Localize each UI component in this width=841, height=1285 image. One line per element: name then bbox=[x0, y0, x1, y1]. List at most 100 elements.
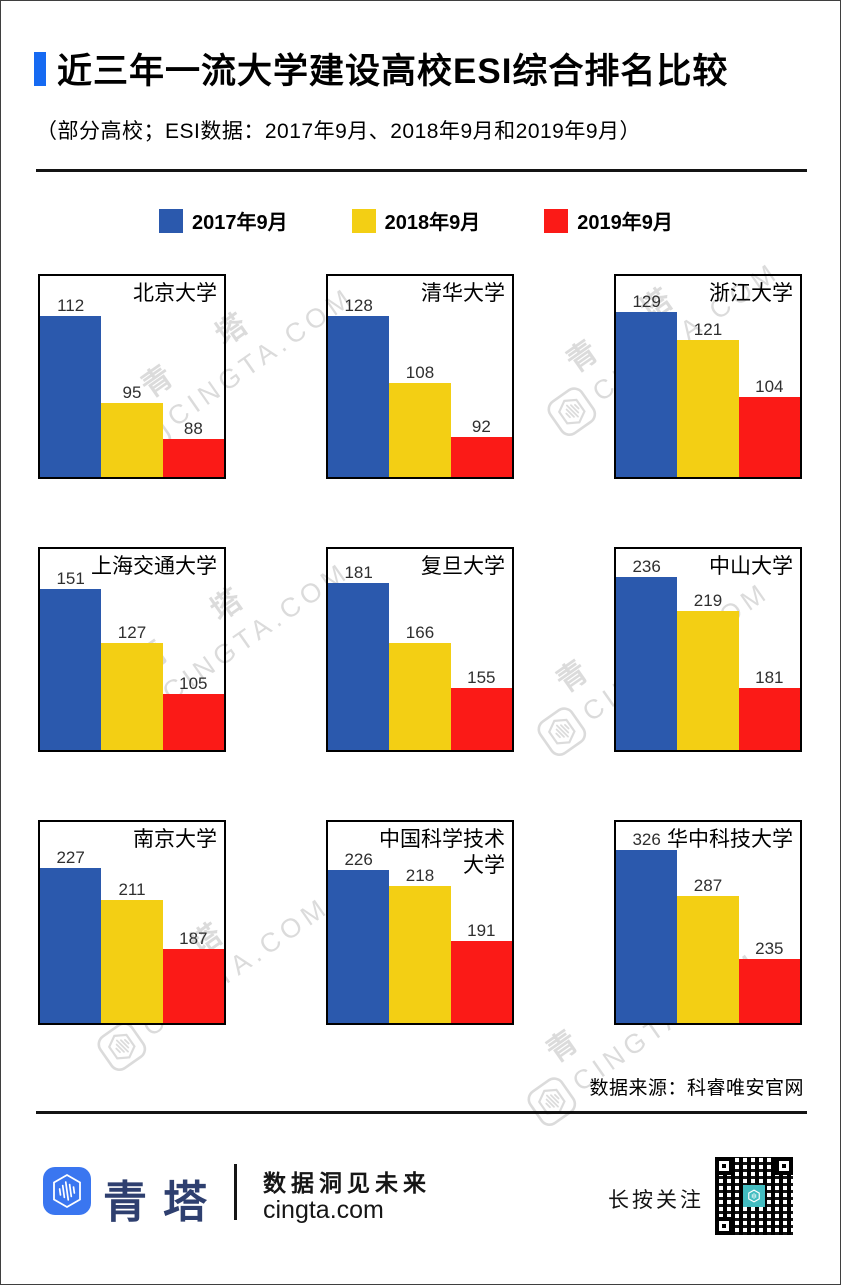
bar bbox=[389, 382, 451, 477]
bar bbox=[616, 577, 678, 750]
university-name: 上海交通大学 bbox=[91, 555, 217, 578]
legend-swatch-icon bbox=[159, 208, 183, 233]
university-chart-浙江大学: 129 121 104 浙江大学 bbox=[614, 274, 802, 479]
bar-2017年9月: 181 bbox=[328, 549, 390, 750]
bar-value-label: 112 bbox=[57, 296, 85, 316]
bar-value-label: 129 bbox=[632, 292, 661, 312]
bar-value-label: 127 bbox=[117, 623, 147, 643]
bar-value-label: 187 bbox=[179, 928, 208, 948]
bar-value-label: 218 bbox=[405, 866, 435, 886]
watermark-logo-icon bbox=[527, 1077, 577, 1126]
bar-value-label: 326 bbox=[632, 830, 661, 850]
bars-group: 128 108 92 bbox=[328, 276, 512, 477]
university-name: 复旦大学 bbox=[421, 555, 505, 578]
bar bbox=[101, 900, 163, 1023]
bars-group: 227 211 187 bbox=[40, 822, 224, 1023]
bar bbox=[677, 340, 739, 477]
bar-2017年9月: 226 bbox=[328, 822, 390, 1023]
bar bbox=[677, 896, 739, 1023]
bar bbox=[328, 583, 390, 750]
legend-item-2019年9月: 2019年9月 bbox=[544, 206, 673, 235]
bar-value-label: 211 bbox=[118, 880, 146, 900]
bar-2019年9月: 105 bbox=[162, 549, 224, 750]
bar bbox=[101, 643, 163, 750]
university-chart-中山大学: 236 219 181 中山大学 bbox=[614, 547, 802, 752]
bar-2019年9月: 104 bbox=[738, 276, 800, 477]
university-name: 浙江大学 bbox=[709, 282, 793, 305]
bar bbox=[738, 396, 800, 477]
watermark-logo-icon bbox=[97, 1022, 147, 1071]
qr-finder-icon bbox=[715, 1157, 733, 1175]
bar-2017年9月: 227 bbox=[40, 822, 102, 1023]
cingta-logo-icon bbox=[43, 1167, 91, 1220]
bars-group: 129 121 104 bbox=[616, 276, 800, 477]
bar-2018年9月: 166 bbox=[389, 549, 451, 750]
bottom-divider bbox=[36, 1111, 807, 1114]
bars-group: 326 287 235 bbox=[616, 822, 800, 1023]
qr-center-logo-icon bbox=[743, 1185, 765, 1207]
bar bbox=[40, 589, 102, 750]
page-subtitle: （部分高校；ESI数据：2017年9月、2018年9月和2019年9月） bbox=[36, 120, 642, 143]
university-name: 南京大学 bbox=[133, 828, 217, 851]
university-name: 中山大学 bbox=[709, 555, 793, 578]
bar-value-label: 191 bbox=[467, 920, 496, 940]
bar-2017年9月: 151 bbox=[40, 549, 102, 750]
bar-value-label: 181 bbox=[344, 563, 373, 583]
bar-2017年9月: 129 bbox=[616, 276, 678, 477]
bar bbox=[616, 850, 678, 1023]
bar-2017年9月: 112 bbox=[40, 276, 102, 477]
bar-value-label: 105 bbox=[179, 673, 208, 693]
bar bbox=[101, 402, 163, 477]
bar-value-label: 92 bbox=[471, 416, 491, 436]
bar-2019年9月: 92 bbox=[450, 276, 512, 477]
legend-label: 2019年9月 bbox=[577, 212, 673, 234]
bar-value-label: 128 bbox=[344, 296, 373, 316]
bar bbox=[738, 687, 800, 750]
title-accent-bar bbox=[34, 51, 46, 86]
bar-value-label: 236 bbox=[632, 557, 661, 577]
page-title: 近三年一流大学建设高校ESI综合排名比较 bbox=[57, 52, 729, 91]
qr-code bbox=[715, 1157, 793, 1235]
bar bbox=[450, 436, 512, 477]
bar-2017年9月: 236 bbox=[616, 549, 678, 750]
bar-2018年9月: 219 bbox=[677, 549, 739, 750]
bar-2019年9月: 88 bbox=[162, 276, 224, 477]
university-chart-上海交通大学: 151 127 105 上海交通大学 bbox=[38, 547, 226, 752]
bars-group: 151 127 105 bbox=[40, 549, 224, 750]
bar-value-label: 219 bbox=[693, 591, 723, 611]
bar-value-label: 108 bbox=[405, 362, 435, 382]
bar-value-label: 235 bbox=[755, 938, 784, 958]
footer-divider bbox=[234, 1164, 237, 1220]
bar-2017年9月: 128 bbox=[328, 276, 390, 477]
university-chart-清华大学: 128 108 92 清华大学 bbox=[326, 274, 514, 479]
bar bbox=[738, 958, 800, 1023]
bars-group: 112 95 88 bbox=[40, 276, 224, 477]
legend-swatch-icon bbox=[351, 208, 376, 233]
bar-value-label: 121 bbox=[693, 320, 723, 340]
brand-name: 青塔 bbox=[103, 1178, 223, 1227]
bar-value-label: 155 bbox=[467, 667, 496, 687]
data-source: 数据来源：科睿唯安官网 bbox=[589, 1078, 804, 1099]
bar-2018年9月: 127 bbox=[101, 549, 163, 750]
bar bbox=[450, 940, 512, 1023]
university-name: 清华大学 bbox=[421, 282, 505, 305]
bar-value-label: 88 bbox=[183, 418, 203, 438]
legend: 2017年9月 2018年9月 2019年9月 bbox=[159, 206, 673, 235]
bar bbox=[162, 438, 224, 477]
bar-2019年9月: 235 bbox=[738, 822, 800, 1023]
bar bbox=[389, 886, 451, 1023]
bar-2018年9月: 108 bbox=[389, 276, 451, 477]
bar bbox=[328, 316, 390, 477]
bar-2018年9月: 211 bbox=[101, 822, 163, 1023]
bars-group: 226 218 191 bbox=[328, 822, 512, 1023]
bar bbox=[389, 643, 451, 750]
bar-value-label: 166 bbox=[405, 623, 435, 643]
university-name: 中国科学技术大学 bbox=[379, 828, 505, 878]
bar-value-label: 226 bbox=[344, 850, 373, 870]
bar-2019年9月: 181 bbox=[738, 549, 800, 750]
bar bbox=[40, 868, 102, 1023]
chart-grid: 112 95 88 北京大学 128 108 92 清华大学 129 121 104 浙江大学 151 1… bbox=[38, 274, 802, 1025]
qr-finder-icon bbox=[715, 1217, 733, 1235]
bar bbox=[616, 312, 678, 477]
